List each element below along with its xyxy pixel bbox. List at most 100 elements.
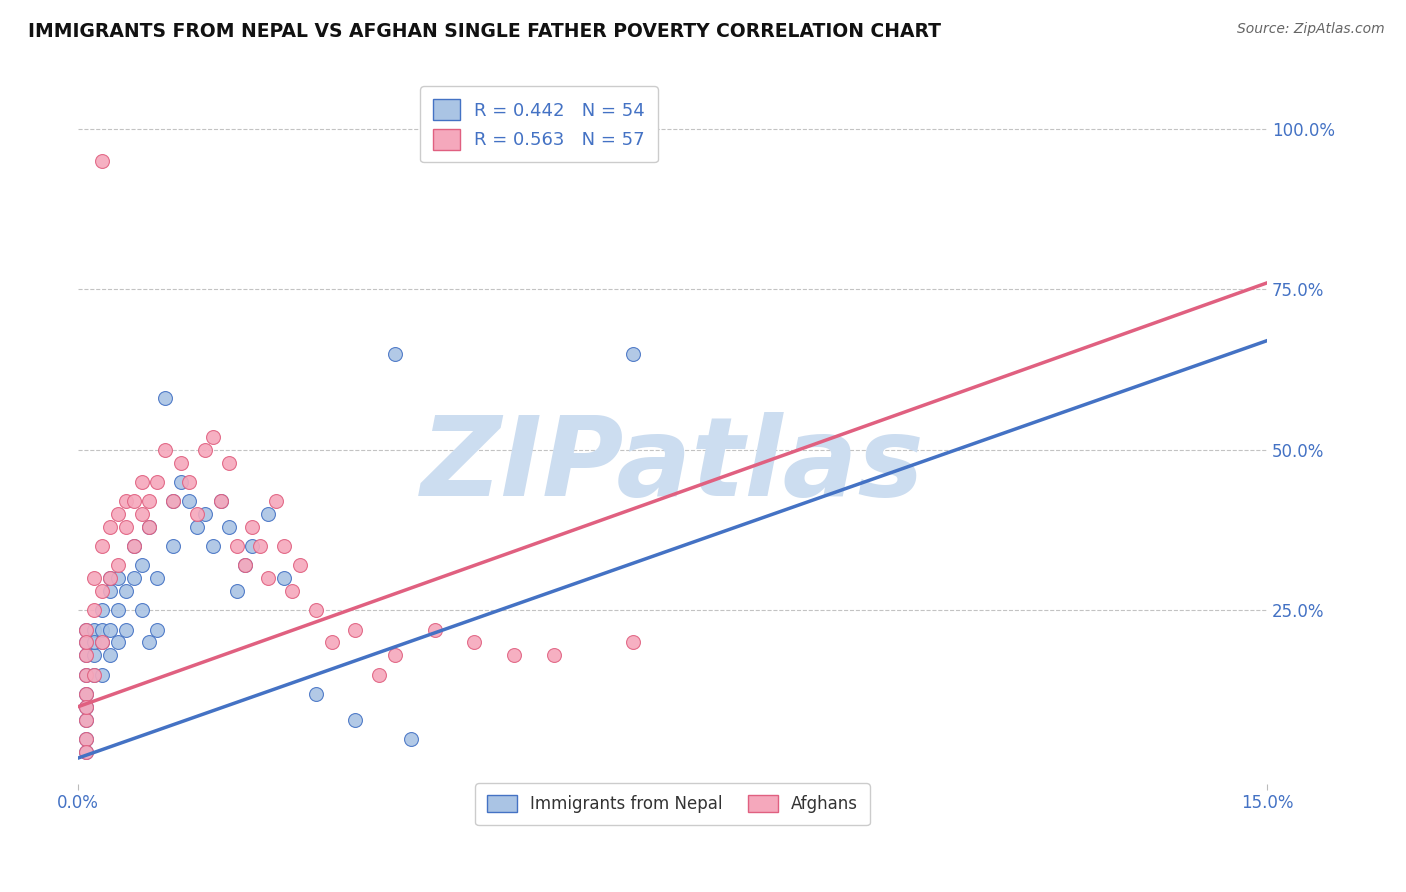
- Point: [90, 584, 112, 599]
- Point: [257, 571, 280, 585]
- Point: [75, 623, 97, 637]
- Point: [107, 635, 129, 649]
- Point: [122, 571, 145, 585]
- Point: [194, 442, 217, 457]
- Point: [384, 346, 406, 360]
- Point: [233, 558, 256, 573]
- Point: [131, 603, 153, 617]
- Point: [155, 442, 177, 457]
- Point: [162, 494, 184, 508]
- Point: [90, 539, 112, 553]
- Point: [288, 558, 311, 573]
- Point: [75, 648, 97, 663]
- Point: [122, 539, 145, 553]
- Point: [281, 584, 304, 599]
- Point: [75, 731, 97, 746]
- Point: [122, 494, 145, 508]
- Point: [75, 648, 97, 663]
- Point: [194, 507, 217, 521]
- Point: [463, 635, 485, 649]
- Point: [209, 494, 232, 508]
- Point: [107, 571, 129, 585]
- Point: [83, 635, 105, 649]
- Point: [543, 648, 565, 663]
- Point: [155, 392, 177, 406]
- Point: [75, 635, 97, 649]
- Point: [75, 713, 97, 727]
- Point: [75, 623, 97, 637]
- Point: [107, 558, 129, 573]
- Legend: Immigrants from Nepal, Afghans: Immigrants from Nepal, Afghans: [475, 783, 870, 825]
- Point: [114, 494, 136, 508]
- Point: [131, 475, 153, 489]
- Point: [162, 494, 184, 508]
- Point: [75, 687, 97, 701]
- Point: [114, 520, 136, 534]
- Point: [75, 699, 97, 714]
- Point: [98, 520, 121, 534]
- Point: [90, 635, 112, 649]
- Text: ZIPatlas: ZIPatlas: [420, 412, 924, 519]
- Point: [201, 430, 224, 444]
- Point: [218, 520, 240, 534]
- Point: [242, 520, 264, 534]
- Point: [83, 667, 105, 681]
- Point: [218, 456, 240, 470]
- Point: [98, 571, 121, 585]
- Point: [242, 539, 264, 553]
- Point: [98, 648, 121, 663]
- Point: [186, 507, 208, 521]
- Point: [273, 571, 295, 585]
- Point: [170, 456, 193, 470]
- Point: [384, 648, 406, 663]
- Point: [225, 539, 247, 553]
- Point: [344, 623, 367, 637]
- Point: [264, 494, 287, 508]
- Point: [75, 667, 97, 681]
- Point: [177, 475, 200, 489]
- Point: [344, 713, 367, 727]
- Point: [201, 539, 224, 553]
- Point: [90, 667, 112, 681]
- Point: [138, 635, 160, 649]
- Point: [209, 494, 232, 508]
- Point: [233, 558, 256, 573]
- Point: [90, 153, 112, 168]
- Point: [621, 346, 644, 360]
- Point: [399, 731, 422, 746]
- Point: [423, 623, 446, 637]
- Point: [621, 635, 644, 649]
- Point: [83, 571, 105, 585]
- Point: [177, 494, 200, 508]
- Point: [75, 667, 97, 681]
- Point: [368, 667, 391, 681]
- Point: [114, 584, 136, 599]
- Point: [98, 571, 121, 585]
- Point: [114, 623, 136, 637]
- Point: [146, 475, 169, 489]
- Point: [146, 623, 169, 637]
- Point: [321, 635, 343, 649]
- Text: Source: ZipAtlas.com: Source: ZipAtlas.com: [1237, 22, 1385, 37]
- Point: [75, 713, 97, 727]
- Point: [107, 603, 129, 617]
- Point: [83, 603, 105, 617]
- Point: [162, 539, 184, 553]
- Point: [138, 520, 160, 534]
- Point: [138, 520, 160, 534]
- Point: [98, 584, 121, 599]
- Point: [257, 507, 280, 521]
- Point: [75, 745, 97, 759]
- Point: [75, 635, 97, 649]
- Point: [83, 648, 105, 663]
- Point: [249, 539, 271, 553]
- Point: [98, 623, 121, 637]
- Point: [75, 745, 97, 759]
- Point: [273, 539, 295, 553]
- Text: IMMIGRANTS FROM NEPAL VS AFGHAN SINGLE FATHER POVERTY CORRELATION CHART: IMMIGRANTS FROM NEPAL VS AFGHAN SINGLE F…: [28, 22, 941, 41]
- Point: [107, 507, 129, 521]
- Point: [90, 635, 112, 649]
- Point: [138, 494, 160, 508]
- Point: [83, 623, 105, 637]
- Point: [131, 507, 153, 521]
